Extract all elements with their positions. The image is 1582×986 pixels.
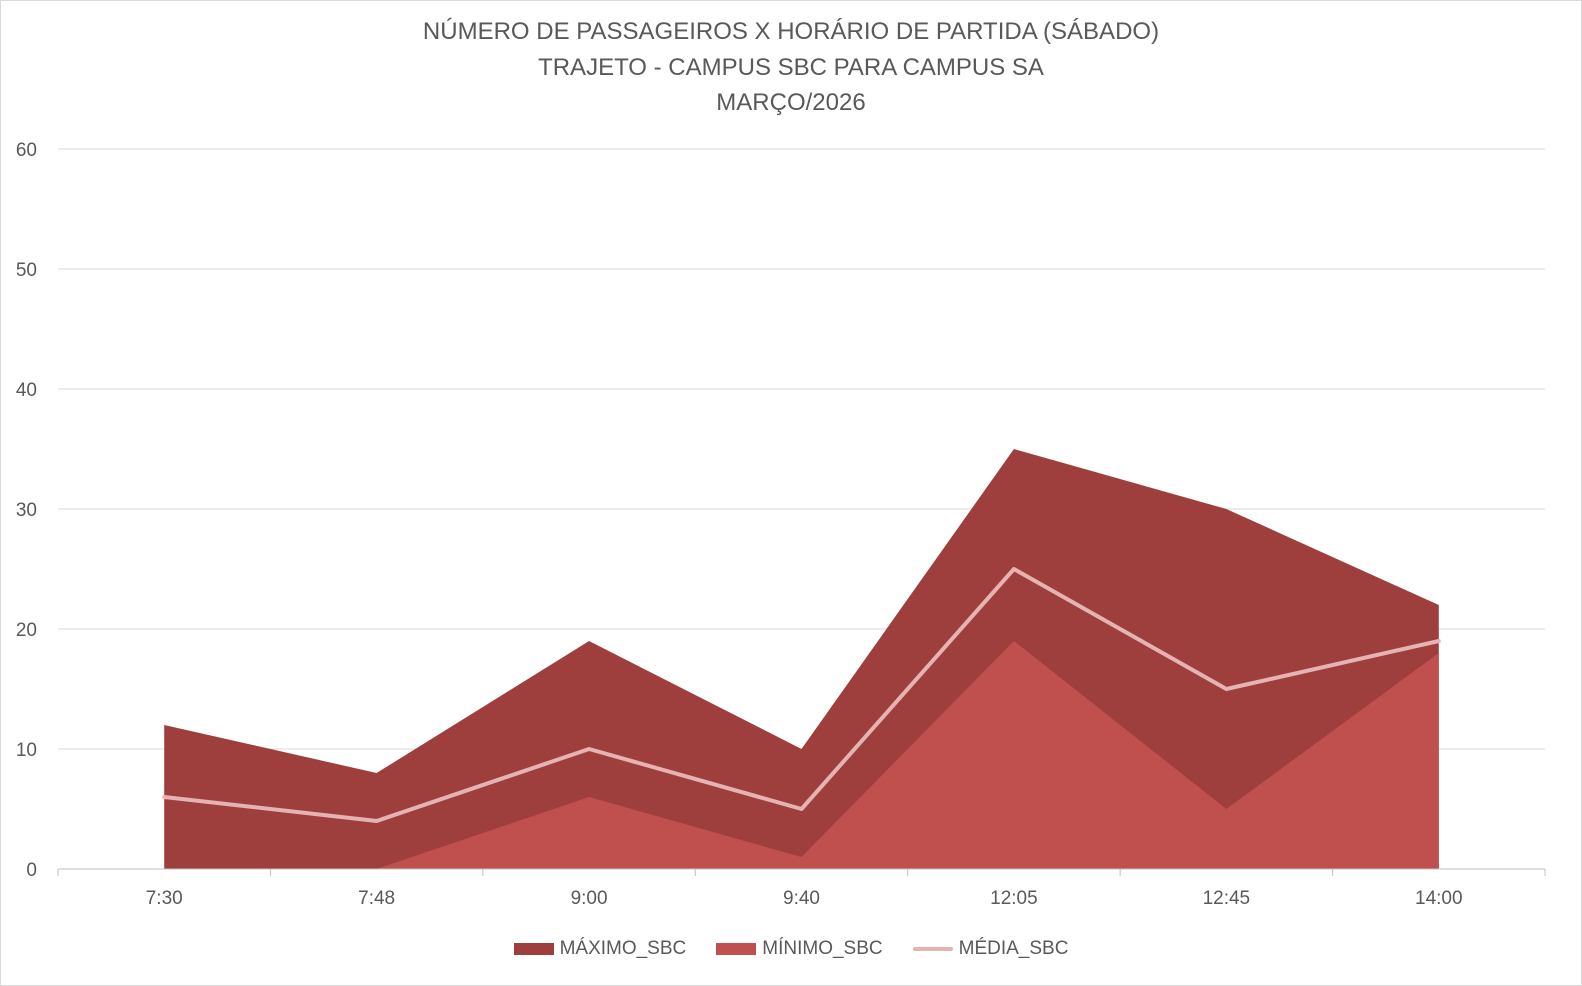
- legend-item-maximo: MÁXIMO_SBC: [513, 938, 687, 960]
- legend-swatch-minimo: [716, 943, 757, 955]
- legend-label-minimo: MÍNIMO_SBC: [762, 938, 883, 959]
- x-tick-label-4: 12:05: [990, 888, 1038, 909]
- legend-item-media: MÉDIA_SBC: [912, 938, 1069, 960]
- x-tick-label-6: 14:00: [1415, 888, 1463, 909]
- area-series-1: [164, 641, 1439, 869]
- x-tick-label-0: 7:30: [146, 888, 183, 909]
- y-tick-label-60: 60: [16, 140, 37, 161]
- legend-label-media: MÉDIA_SBC: [958, 938, 1069, 959]
- line-series-0: [162, 567, 1441, 823]
- chart-title-line-1: NÚMERO DE PASSAGEIROS X HORÁRIO DE PARTI…: [422, 18, 1160, 45]
- x-tick-label-3: 9:40: [783, 888, 820, 909]
- legend-item-minimo: MÍNIMO_SBC: [716, 938, 883, 960]
- x-tick-label-1: 7:48: [358, 888, 395, 909]
- y-tick-label-0: 0: [26, 860, 37, 881]
- y-tick-label-30: 30: [16, 500, 37, 521]
- legend-swatch-maximo: [513, 943, 554, 955]
- y-tick-label-50: 50: [16, 260, 37, 281]
- y-tick-label-40: 40: [16, 380, 37, 401]
- y-tick-label-20: 20: [16, 620, 37, 641]
- legend: MÁXIMO_SBC MÍNIMO_SBC MÉDIA_SBC: [0, 938, 1582, 960]
- x-tick-label-5: 12:45: [1203, 888, 1251, 909]
- legend-label-maximo: MÁXIMO_SBC: [559, 938, 687, 959]
- chart-title-line-2: TRAJETO - CAMPUS SBC PARA CAMPUS SA: [538, 54, 1044, 81]
- x-tick-label-2: 9:00: [571, 888, 608, 909]
- legend-swatch-media: [912, 947, 953, 951]
- chart-title-line-3: MARÇO/2026: [716, 89, 866, 116]
- y-tick-label-10: 10: [16, 740, 37, 761]
